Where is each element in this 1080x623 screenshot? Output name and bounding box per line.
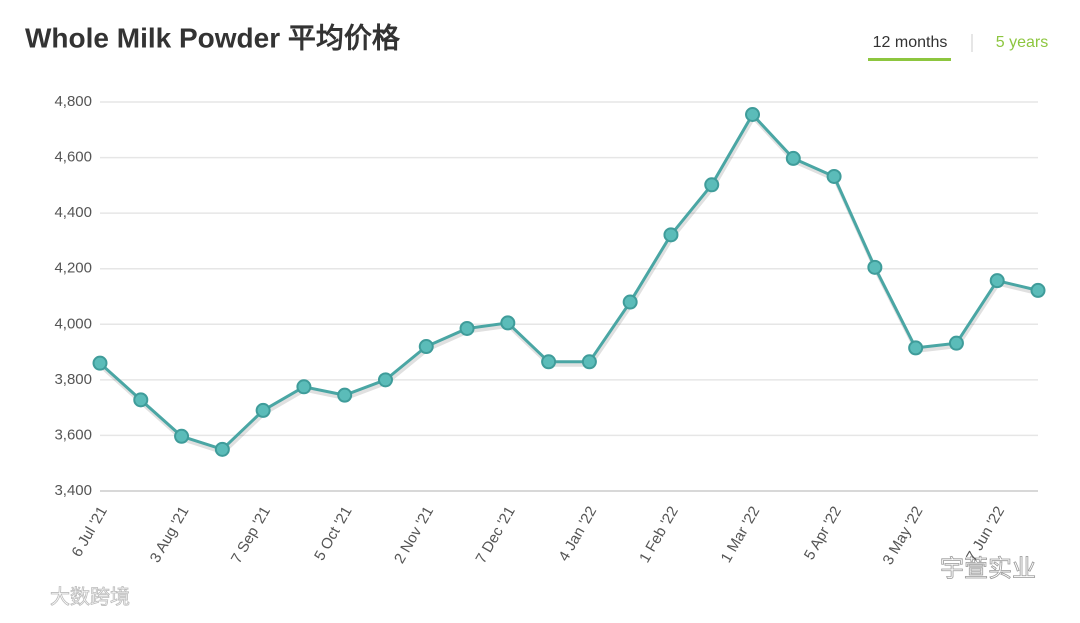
point (377, 372, 393, 388)
y-tick-label: 3,600 (54, 426, 92, 443)
x-tick-label: 3 Aug '21 (147, 503, 193, 565)
tab-underline (868, 58, 951, 61)
point (459, 320, 475, 336)
x-tick-label: 5 Apr '22 (801, 503, 845, 562)
point (948, 335, 964, 351)
x-tick-label: 2 Nov '21 (391, 503, 437, 566)
y-tick-label: 4,400 (54, 204, 92, 221)
chart-title: Whole Milk Powder 平均价格 (25, 22, 401, 53)
x-tick-label: 3 May '22 (880, 503, 927, 567)
point (867, 259, 883, 275)
point (663, 227, 679, 243)
x-tick-label: 1 Mar '22 (718, 503, 764, 565)
point (500, 315, 516, 331)
y-tick-label: 4,000 (54, 315, 92, 332)
point (133, 392, 149, 408)
tab[interactable]: 5 years (996, 34, 1048, 51)
line (98, 111, 1039, 452)
x-tick-label: 7 Sep '21 (228, 503, 274, 566)
x-tick-label: 1 Feb '22 (636, 503, 682, 565)
x-tick-label: 5 Oct '21 (311, 503, 356, 563)
point (704, 177, 720, 193)
y-tick-label: 4,800 (54, 93, 92, 110)
point (92, 355, 108, 371)
y-tick-label: 4,600 (54, 149, 92, 166)
point (418, 339, 434, 355)
point (1030, 282, 1046, 298)
grid (100, 101, 1038, 492)
point (214, 441, 230, 457)
point (541, 354, 557, 370)
line-shadow (99, 114, 1040, 455)
point (826, 168, 842, 184)
x-tick-label: 6 Jul '21 (68, 503, 110, 559)
point (908, 340, 924, 356)
point (337, 387, 353, 403)
x-tick-label: 4 Jan '22 (555, 503, 600, 564)
y-tick-label: 3,800 (54, 371, 92, 388)
point (581, 354, 597, 370)
watermark: 宇萱实业 (940, 555, 1036, 582)
y-tick-label: 3,400 (54, 482, 92, 499)
point (622, 294, 638, 310)
point (989, 273, 1005, 289)
x-tick-label: 7 Dec '21 (473, 503, 519, 566)
y-tick-label: 4,200 (54, 260, 92, 277)
tab[interactable]: 12 months (873, 34, 948, 51)
point (255, 402, 271, 418)
point (296, 379, 312, 395)
point (174, 428, 190, 444)
watermark: 大数跨境 (50, 585, 130, 608)
point (745, 107, 761, 123)
point (785, 150, 801, 166)
